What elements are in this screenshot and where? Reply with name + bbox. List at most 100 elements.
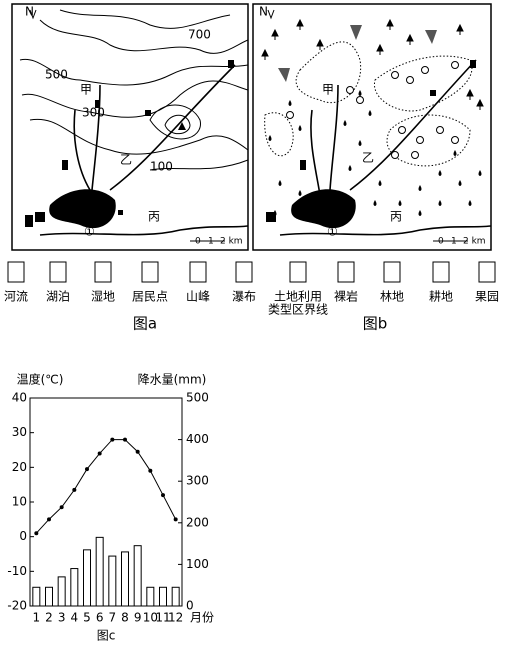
scale: 0: [195, 237, 201, 247]
legend-label: 河流: [4, 290, 28, 304]
scale: 2 km: [220, 237, 243, 247]
place: ①: [84, 225, 95, 239]
point: [135, 449, 140, 454]
farmland-symbol: [348, 165, 352, 171]
x-tick-label: 3: [58, 611, 66, 625]
y-tick-label: 20: [12, 460, 27, 474]
place: 甲: [322, 83, 334, 97]
legend-label: 林地: [380, 290, 404, 304]
legend-icon: [7, 261, 25, 283]
place: 丙: [390, 210, 402, 224]
bar: [121, 551, 129, 607]
point: [85, 467, 89, 472]
orchard-symbol: [436, 126, 444, 134]
legend-icon: [94, 261, 112, 283]
y-tick-label: 10: [12, 495, 27, 509]
legend-icon: [235, 261, 253, 283]
orchard-symbol: [398, 126, 406, 134]
north: N: [259, 5, 268, 19]
y-tick-label: 40: [12, 391, 27, 405]
scale: 2 km: [463, 237, 486, 247]
legend-label: 湿地: [91, 289, 115, 304]
orchard-symbol: [406, 76, 414, 84]
bar: [171, 586, 180, 607]
tree-symbol: [476, 98, 484, 110]
caption: 图a: [133, 315, 157, 333]
x-tick-label: 9: [134, 611, 142, 625]
orchard-symbol: [421, 66, 429, 74]
line: [35, 439, 177, 534]
farmland-symbol: [453, 150, 457, 156]
y2-tick-label: 100: [186, 557, 209, 571]
x-tick-label: 6: [96, 611, 104, 625]
farmland-symbol: [373, 200, 377, 206]
bar: [133, 545, 142, 607]
point: [173, 517, 178, 522]
place: 乙: [120, 153, 132, 167]
axis-title: 温度(℃): [17, 372, 64, 387]
tree-symbol: [376, 43, 384, 55]
farmland-symbol: [298, 125, 302, 131]
tree-symbol: [296, 18, 304, 30]
y2-tick-label: 400: [186, 432, 209, 446]
farmland-symbol: [278, 180, 282, 186]
tree-symbol: [456, 23, 464, 35]
farmland-symbol: [478, 170, 482, 176]
x-tick-label: 10: [143, 611, 158, 625]
legend-icon: [432, 261, 450, 283]
legend-label: 湖泊: [46, 289, 70, 304]
place: 甲: [80, 83, 92, 97]
plot-frame: [29, 397, 183, 607]
orchard-symbol: [451, 136, 459, 144]
farmland-symbol: [358, 140, 362, 146]
legend-label: 瀑布: [232, 290, 256, 304]
y-tick-label: 30: [12, 425, 27, 439]
bar: [83, 549, 91, 607]
farmland-symbol: [298, 190, 302, 196]
y2-tick-label: 200: [186, 515, 209, 529]
legend-label: 居民点: [132, 290, 168, 304]
x-tick-label: 11: [155, 611, 170, 625]
place: 丙: [148, 210, 160, 224]
contour-label: 500: [45, 68, 68, 82]
legend-icon: [337, 261, 355, 283]
bar: [159, 586, 167, 607]
place: 乙: [362, 151, 374, 165]
scale: 0: [438, 237, 444, 247]
tree-symbol: [261, 48, 269, 60]
x-tick-label: 1: [33, 611, 41, 625]
tree-symbol: [271, 28, 279, 40]
contour-label: 300: [82, 106, 105, 120]
farmland-symbol: [343, 120, 347, 126]
farmland-symbol: [268, 135, 272, 141]
y2-tick-label: 500: [186, 391, 209, 405]
point: [161, 493, 165, 498]
contour-label: 100: [150, 160, 173, 174]
place: ①: [327, 225, 338, 239]
x-tick-label: 5: [83, 611, 91, 625]
orchard-symbol: [391, 151, 399, 159]
legend-icon: [478, 261, 496, 283]
y-tick-label: 0: [19, 529, 27, 543]
farmland-symbol: [378, 180, 382, 186]
scale: 1: [451, 237, 457, 247]
farmland-symbol: [398, 200, 402, 206]
point: [47, 517, 51, 522]
caption: 图c: [97, 629, 116, 643]
farmland-symbol: [458, 180, 462, 186]
point: [97, 451, 102, 456]
orchard-symbol: [391, 71, 399, 79]
x-tick-label: 2: [45, 611, 53, 625]
bar: [108, 555, 117, 607]
orchard-symbol: [411, 151, 419, 159]
bar: [32, 586, 41, 607]
legend-label: 果园: [475, 290, 499, 304]
farmland-symbol: [368, 110, 372, 116]
orchard-symbol: [346, 86, 354, 94]
bar: [70, 568, 79, 607]
farmland-symbol: [418, 210, 422, 216]
point: [34, 531, 39, 536]
y2-tick-label: 300: [186, 474, 209, 488]
tree-symbol: [386, 18, 394, 30]
north: N: [25, 5, 34, 19]
